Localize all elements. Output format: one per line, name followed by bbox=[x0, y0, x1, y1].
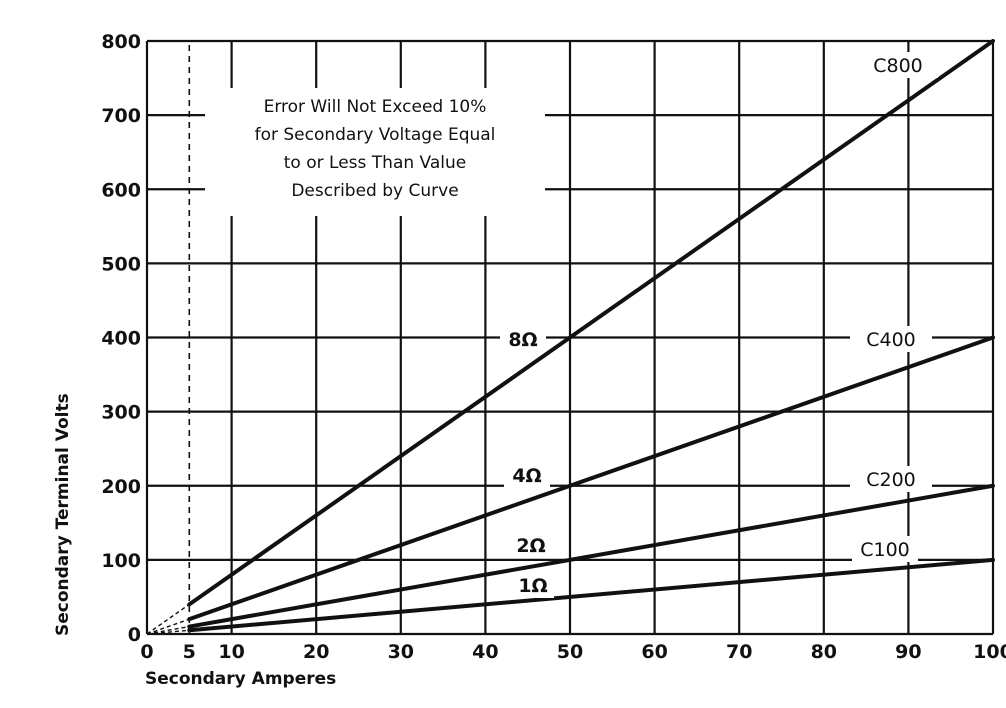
x-tick-label: 10 bbox=[218, 641, 244, 663]
label-bg-c400 bbox=[850, 326, 932, 352]
y-tick-label: 100 bbox=[101, 550, 141, 572]
x-axis-label: Secondary Amperes bbox=[145, 669, 336, 689]
x-tick-label: 80 bbox=[811, 641, 837, 663]
series-extension-c100 bbox=[146, 629, 190, 635]
label-bg-c200 bbox=[850, 466, 932, 492]
label-bg-8ohm bbox=[500, 326, 546, 352]
label-bg-1ohm bbox=[512, 572, 554, 598]
x-tick-label: 5 bbox=[183, 641, 196, 663]
annotation-box bbox=[205, 88, 545, 216]
label-bg-c100 bbox=[852, 536, 918, 562]
label-bg-4ohm bbox=[504, 462, 550, 488]
y-tick-label: 300 bbox=[101, 402, 141, 424]
label-bg-c800 bbox=[858, 52, 938, 78]
x-tick-label: 70 bbox=[726, 641, 752, 663]
y-tick-label: 500 bbox=[101, 253, 141, 275]
annotation-line-3: to or Less Than Value bbox=[284, 153, 466, 173]
curve-label-c400: C400 bbox=[866, 329, 916, 351]
y-axis-label: Secondary Terminal Volts bbox=[53, 393, 73, 636]
x-tick-label: 30 bbox=[388, 641, 414, 663]
curve-label-c100: C100 bbox=[860, 539, 910, 561]
burden-label-4ohm: 4Ω bbox=[512, 465, 541, 487]
label-bg-2ohm bbox=[508, 532, 554, 558]
y-tick-label: 400 bbox=[101, 328, 141, 350]
x-tick-label: 0 bbox=[140, 641, 153, 663]
x-tick-label: 20 bbox=[303, 641, 329, 663]
burden-label-2ohm: 2Ω bbox=[516, 535, 545, 557]
x-tick-label: 100 bbox=[973, 641, 1006, 663]
burden-label-1ohm: 1Ω bbox=[518, 575, 547, 597]
y-tick-label: 0 bbox=[128, 624, 141, 646]
x-tick-label: 90 bbox=[895, 641, 921, 663]
annotation-line-2: for Secondary Voltage Equal bbox=[255, 125, 496, 145]
series-line-c200 bbox=[187, 483, 995, 629]
series-line-c100 bbox=[187, 557, 995, 633]
x-tick-label: 60 bbox=[641, 641, 667, 663]
series-line-c800 bbox=[187, 39, 995, 607]
y-tick-label: 200 bbox=[101, 476, 141, 498]
y-tick-label: 600 bbox=[101, 179, 141, 201]
y-tick-label: 800 bbox=[101, 31, 141, 53]
series-extension-c400 bbox=[146, 618, 190, 635]
series-lines bbox=[146, 39, 995, 635]
series-extension-c800 bbox=[146, 603, 190, 635]
x-tick-label: 40 bbox=[472, 641, 498, 663]
y-tick-label: 700 bbox=[101, 105, 141, 127]
curve-label-c200: C200 bbox=[866, 469, 916, 491]
burden-label-8ohm: 8Ω bbox=[508, 329, 537, 351]
series-line-c400 bbox=[187, 335, 995, 622]
annotation-line-4: Described by Curve bbox=[291, 181, 458, 201]
annotation-line-1: Error Will Not Exceed 10% bbox=[264, 97, 487, 117]
curve-label-c800: C800 bbox=[873, 55, 923, 77]
x-tick-label: 50 bbox=[557, 641, 583, 663]
tick-labels: 0 5 10 20 30 40 50 60 70 80 90 100 0 100 200 300 400 500 6… bbox=[101, 31, 1006, 663]
